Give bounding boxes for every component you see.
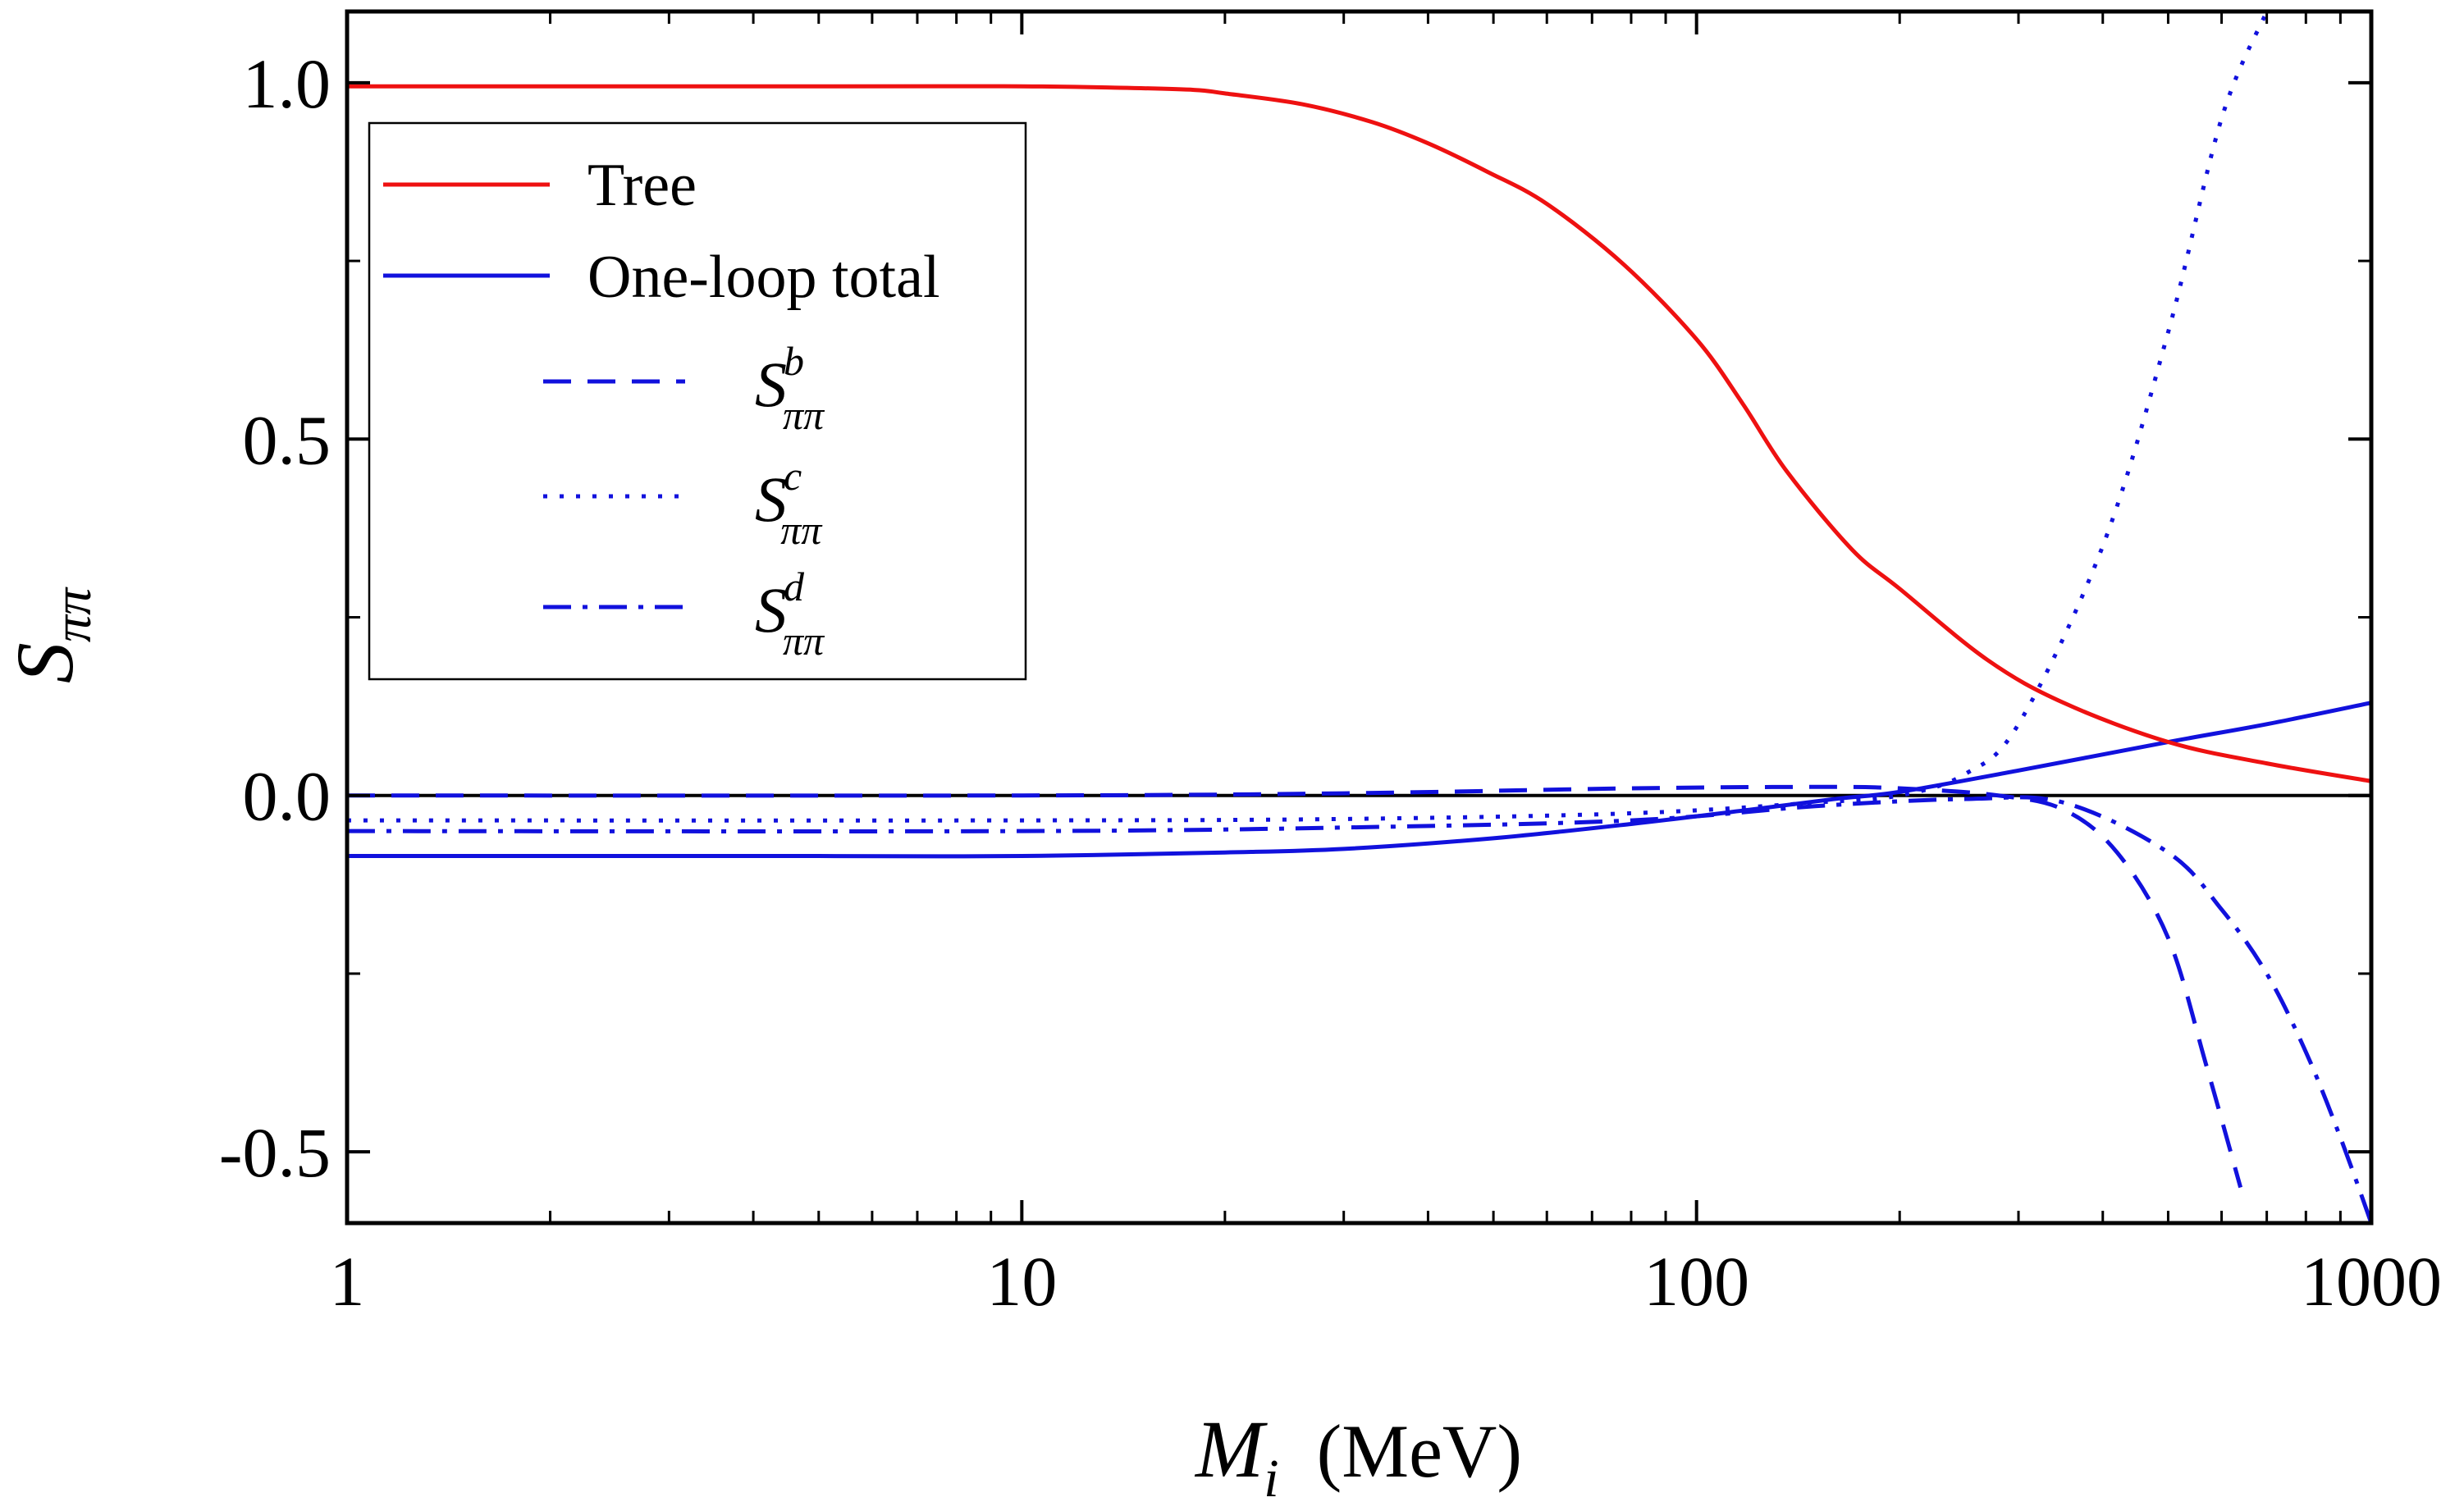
y-tick-label: -0.5 [219, 1113, 331, 1192]
legend-item-one-loop-total: One-loop total [383, 244, 940, 311]
plot-frame [345, 9, 2374, 1226]
y-axis-symbol: S [0, 642, 90, 683]
x-tick-label: 10 [986, 1242, 1057, 1321]
y-tick-label: 0.0 [243, 757, 331, 836]
series-line-tree [347, 84, 2371, 783]
legend-label-s-d: Sd ππ [755, 564, 825, 664]
series-line-s-b [347, 784, 2243, 1189]
x-tick-label: 1000 [2301, 1242, 2442, 1321]
legend-item-s-b: Sb ππ [543, 338, 825, 438]
legend-item-tree: Tree [383, 152, 697, 219]
legend-label-one-loop-total: One-loop total [587, 244, 940, 311]
legend-label-tree: Tree [587, 152, 697, 219]
series-line-one-loop-total [347, 701, 2371, 859]
y-tick-label: 1.0 [243, 44, 331, 123]
legend: Tree One-loop total Sb ππ Sc ππ Sd ππ [368, 121, 1027, 681]
x-axis-subscript: i [1264, 1449, 1278, 1509]
ticks-layer: 1 10 100 1000 -0.5 0.0 0.5 1.0 [219, 11, 2442, 1321]
y-tick-label: 0.5 [243, 400, 331, 479]
series-line-s-d [347, 795, 2371, 1223]
x-axis-unit: (MeV) [1317, 1409, 1522, 1493]
legend-box [368, 121, 1027, 681]
series-line-s-c [347, 11, 2269, 823]
y-axis-subscript: ππ [43, 587, 103, 642]
legend-item-s-c: Sc ππ [543, 453, 823, 553]
legend-item-s-d: Sd ππ [543, 564, 825, 664]
x-tick-label: 100 [1643, 1242, 1749, 1321]
legend-label-s-c: Sc ππ [755, 453, 823, 553]
x-axis-symbol: M [1194, 1404, 1268, 1495]
y-axis-title: Sππ [0, 587, 103, 683]
series-layer [347, 11, 2371, 1223]
x-axis-title: Mi (MeV) [1194, 1404, 1522, 1509]
legend-label-s-b: Sb ππ [755, 338, 825, 438]
x-tick-label: 1 [330, 1242, 365, 1321]
